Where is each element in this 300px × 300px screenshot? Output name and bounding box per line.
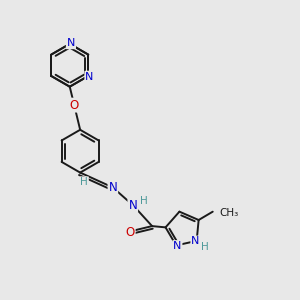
- Text: N: N: [173, 241, 182, 251]
- Text: N: N: [67, 38, 75, 48]
- Text: CH₃: CH₃: [219, 208, 238, 218]
- Text: O: O: [125, 226, 135, 239]
- Text: N: N: [109, 181, 117, 194]
- Text: N: N: [191, 236, 200, 247]
- Text: O: O: [70, 99, 79, 112]
- Text: H: H: [201, 242, 209, 252]
- Text: H: H: [140, 196, 147, 206]
- Text: H: H: [80, 177, 88, 187]
- Text: N: N: [85, 72, 94, 82]
- Text: N: N: [128, 199, 137, 212]
